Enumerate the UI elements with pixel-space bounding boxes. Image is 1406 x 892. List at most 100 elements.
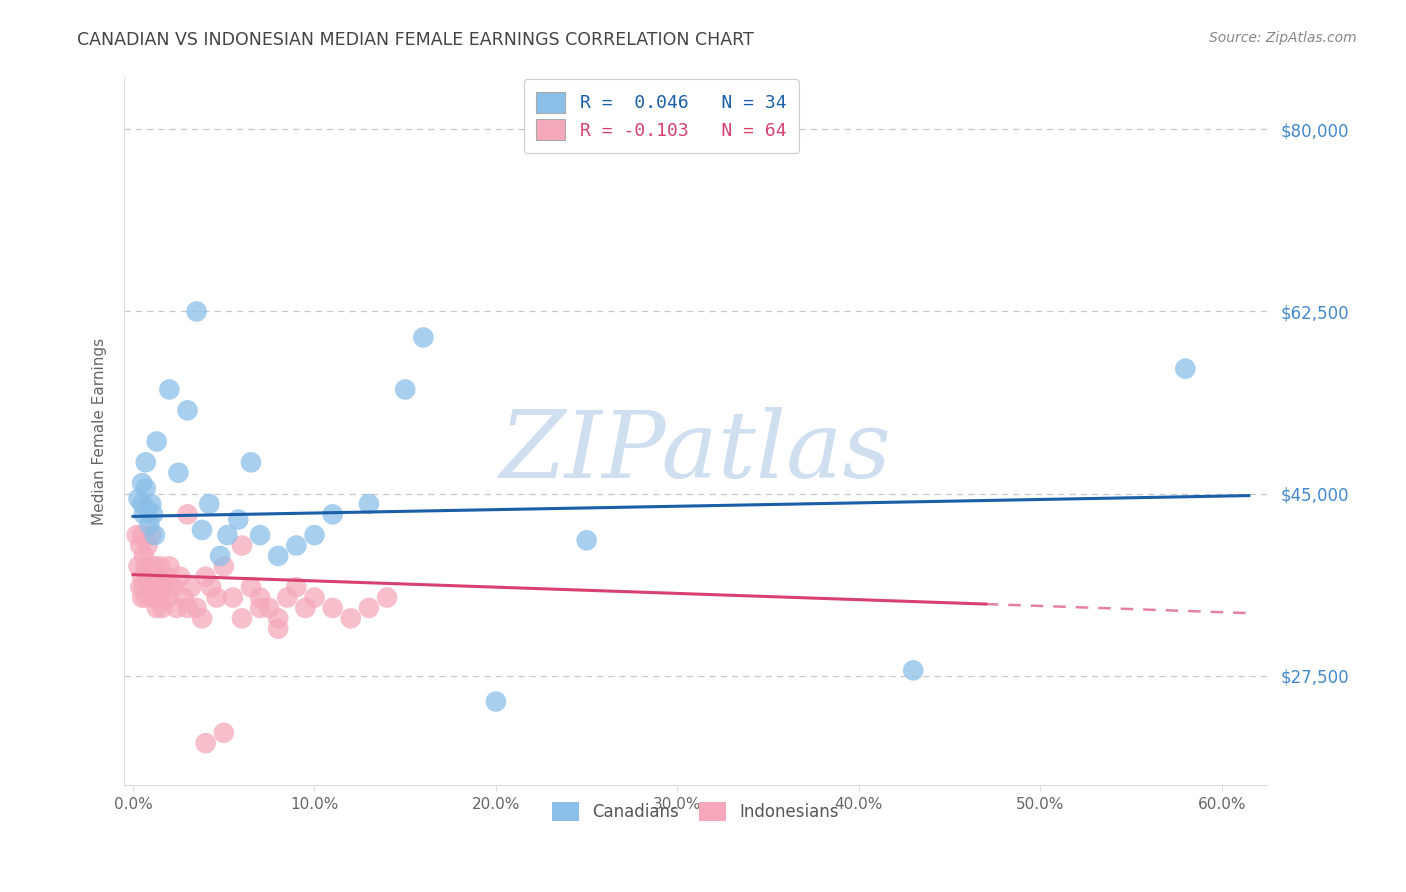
Point: [191, 523, 214, 537]
Point: [138, 580, 160, 594]
Point: [212, 559, 235, 574]
Point: [212, 725, 235, 739]
Point: [141, 497, 163, 511]
Point: [169, 570, 191, 584]
Point: [135, 559, 157, 574]
Point: [322, 508, 344, 522]
Point: [136, 570, 159, 584]
Point: [153, 580, 176, 594]
Point: [129, 539, 152, 553]
Point: [129, 580, 152, 594]
Point: [1174, 361, 1197, 376]
Point: [485, 694, 508, 708]
Point: [167, 466, 190, 480]
Point: [217, 528, 239, 542]
Point: [125, 528, 148, 542]
Point: [132, 508, 155, 522]
Point: [132, 549, 155, 563]
Point: [135, 591, 157, 605]
Y-axis label: Median Female Earnings: Median Female Earnings: [93, 337, 107, 524]
Point: [304, 528, 326, 542]
Point: [257, 601, 280, 615]
Point: [141, 570, 163, 584]
Point: [142, 580, 165, 594]
Point: [176, 508, 198, 522]
Point: [276, 591, 298, 605]
Point: [135, 455, 157, 469]
Point: [186, 304, 208, 318]
Point: [194, 736, 217, 750]
Point: [128, 559, 150, 574]
Point: [145, 434, 167, 449]
Point: [267, 622, 290, 636]
Point: [294, 601, 316, 615]
Point: [157, 580, 180, 594]
Point: [186, 601, 208, 615]
Point: [131, 497, 153, 511]
Point: [267, 549, 290, 563]
Point: [198, 497, 221, 511]
Point: [132, 580, 155, 594]
Text: Source: ZipAtlas.com: Source: ZipAtlas.com: [1209, 31, 1357, 45]
Point: [180, 580, 202, 594]
Point: [903, 664, 925, 678]
Point: [131, 591, 153, 605]
Point: [194, 570, 217, 584]
Point: [339, 611, 361, 625]
Point: [142, 591, 165, 605]
Point: [156, 591, 179, 605]
Point: [157, 559, 180, 574]
Point: [240, 455, 263, 469]
Point: [231, 539, 253, 553]
Point: [205, 591, 228, 605]
Point: [231, 611, 253, 625]
Point: [149, 591, 172, 605]
Point: [131, 570, 153, 584]
Point: [138, 559, 160, 574]
Point: [357, 497, 380, 511]
Point: [131, 528, 153, 542]
Point: [150, 601, 173, 615]
Text: ZIPatlas: ZIPatlas: [499, 408, 891, 498]
Point: [166, 601, 188, 615]
Point: [375, 591, 398, 605]
Point: [145, 570, 167, 584]
Point: [143, 591, 166, 605]
Point: [285, 539, 308, 553]
Point: [575, 533, 598, 548]
Point: [135, 481, 157, 495]
Point: [131, 476, 153, 491]
Point: [138, 517, 160, 532]
Point: [142, 508, 165, 522]
Point: [143, 528, 166, 542]
Point: [412, 330, 434, 344]
Point: [145, 601, 167, 615]
Point: [173, 591, 195, 605]
Point: [148, 580, 170, 594]
Point: [249, 528, 271, 542]
Text: CANADIAN VS INDONESIAN MEDIAN FEMALE EARNINGS CORRELATION CHART: CANADIAN VS INDONESIAN MEDIAN FEMALE EAR…: [77, 31, 754, 49]
Point: [176, 601, 198, 615]
Point: [128, 491, 150, 506]
Point: [136, 502, 159, 516]
Point: [162, 580, 184, 594]
Point: [240, 580, 263, 594]
Point: [176, 403, 198, 417]
Point: [200, 580, 222, 594]
Point: [394, 383, 416, 397]
Point: [209, 549, 232, 563]
Point: [267, 611, 290, 625]
Point: [143, 559, 166, 574]
Point: [136, 539, 159, 553]
Legend: Canadians, Indonesians: Canadians, Indonesians: [544, 794, 846, 830]
Point: [249, 591, 271, 605]
Point: [191, 611, 214, 625]
Point: [149, 559, 172, 574]
Point: [141, 528, 163, 542]
Point: [249, 601, 271, 615]
Point: [304, 591, 326, 605]
Point: [357, 601, 380, 615]
Point: [157, 383, 180, 397]
Point: [155, 570, 177, 584]
Point: [285, 580, 308, 594]
